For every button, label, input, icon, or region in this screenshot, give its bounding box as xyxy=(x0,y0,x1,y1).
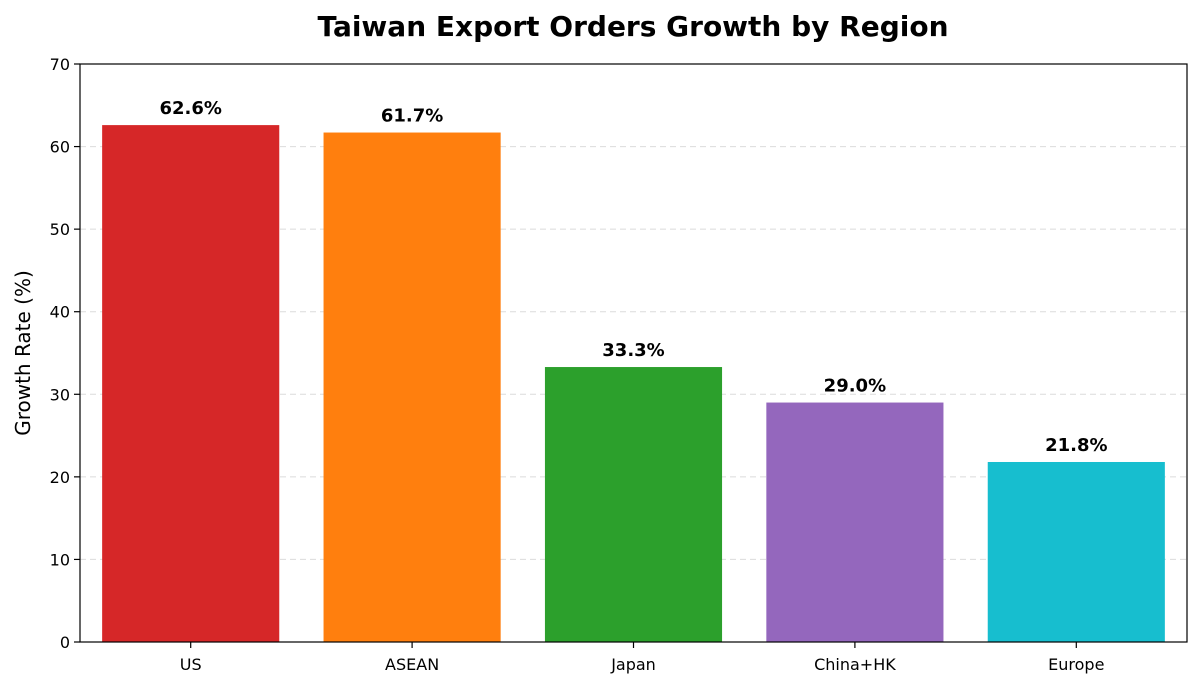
data-label: 29.0% xyxy=(824,376,886,397)
y-tick-label: 50 xyxy=(50,220,70,239)
chart-title: Taiwan Export Orders Growth by Region xyxy=(317,10,948,43)
x-tick-label: US xyxy=(180,655,202,674)
data-label: 62.6% xyxy=(159,98,221,119)
y-tick-label: 60 xyxy=(50,138,70,157)
data-labels: 62.6% 61.7% 33.3% 29.0% 21.8% xyxy=(159,98,1107,456)
y-axis-label: Growth Rate (%) xyxy=(11,270,35,436)
x-tick-label: Japan xyxy=(610,655,656,674)
y-tick-label: 20 xyxy=(50,468,70,487)
x-tick-label: ASEAN xyxy=(385,655,439,674)
x-axis-ticks: US ASEAN Japan China+HK Europe xyxy=(180,642,1104,674)
y-tick-label: 30 xyxy=(50,385,70,404)
data-label: 21.8% xyxy=(1045,435,1107,456)
bar-us xyxy=(102,125,280,643)
y-tick-label: 0 xyxy=(60,633,70,652)
x-tick-label: China+HK xyxy=(814,655,896,674)
bar-china-hk xyxy=(766,402,944,642)
y-axis-ticks: 0 10 20 30 40 50 60 70 xyxy=(50,55,80,652)
data-label: 61.7% xyxy=(381,106,443,127)
y-tick-label: 40 xyxy=(50,303,70,322)
y-tick-label: 10 xyxy=(50,550,70,569)
bar-europe xyxy=(987,461,1165,642)
plot-frame xyxy=(79,63,1188,643)
bar-japan xyxy=(544,367,723,642)
y-tick-label: 70 xyxy=(50,55,70,74)
bar-asean xyxy=(323,132,501,642)
data-label: 33.3% xyxy=(602,340,664,361)
x-tick-label: Europe xyxy=(1048,655,1104,674)
bars xyxy=(102,125,1165,643)
